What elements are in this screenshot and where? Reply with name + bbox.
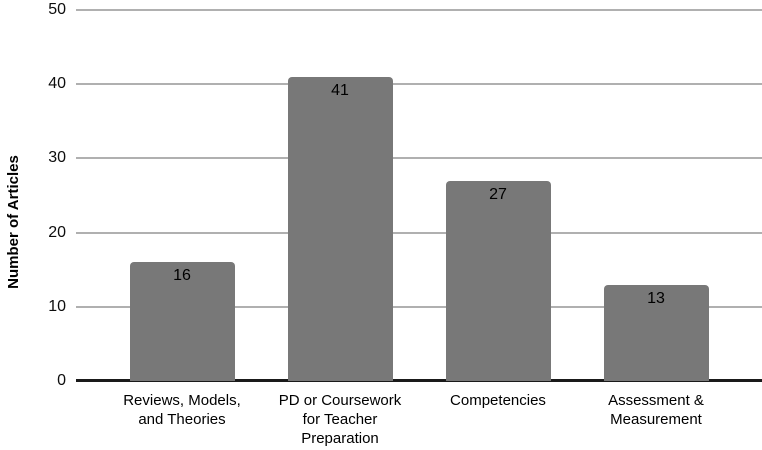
y-tick-label-20: 20: [48, 223, 66, 241]
x-category-label-2: Competencies: [450, 392, 546, 409]
gridline-y-50: [76, 9, 762, 11]
bar-1: 41: [287, 76, 393, 381]
x-category-label-3: Assessment & Measurement: [608, 392, 704, 428]
y-tick-label-30: 30: [48, 149, 66, 167]
y-tick-label-50: 50: [48, 1, 66, 18]
bar-value-label: 41: [331, 81, 349, 99]
gridline-y-30: [76, 157, 762, 160]
gridline-y-40: [76, 83, 762, 86]
bar-2: 27: [445, 180, 551, 381]
bar-3: 13: [603, 284, 709, 381]
bar-value-label: 13: [647, 289, 665, 307]
x-axis-line: [76, 379, 762, 382]
gridline-y-10: [76, 305, 762, 308]
y-tick-label-40: 40: [48, 75, 66, 93]
y-tick-label-0: 0: [57, 372, 66, 389]
x-category-label-1: PD or Coursework for Teacher Preparation: [278, 392, 402, 447]
bar-value-label: 27: [489, 185, 507, 203]
x-category-label-0: Reviews, Models, and Theories: [123, 392, 241, 428]
y-tick-label-10: 10: [48, 297, 66, 315]
bar-0: 16: [129, 262, 235, 381]
gridline-y-20: [76, 231, 762, 234]
bar-value-label: 16: [173, 267, 191, 285]
